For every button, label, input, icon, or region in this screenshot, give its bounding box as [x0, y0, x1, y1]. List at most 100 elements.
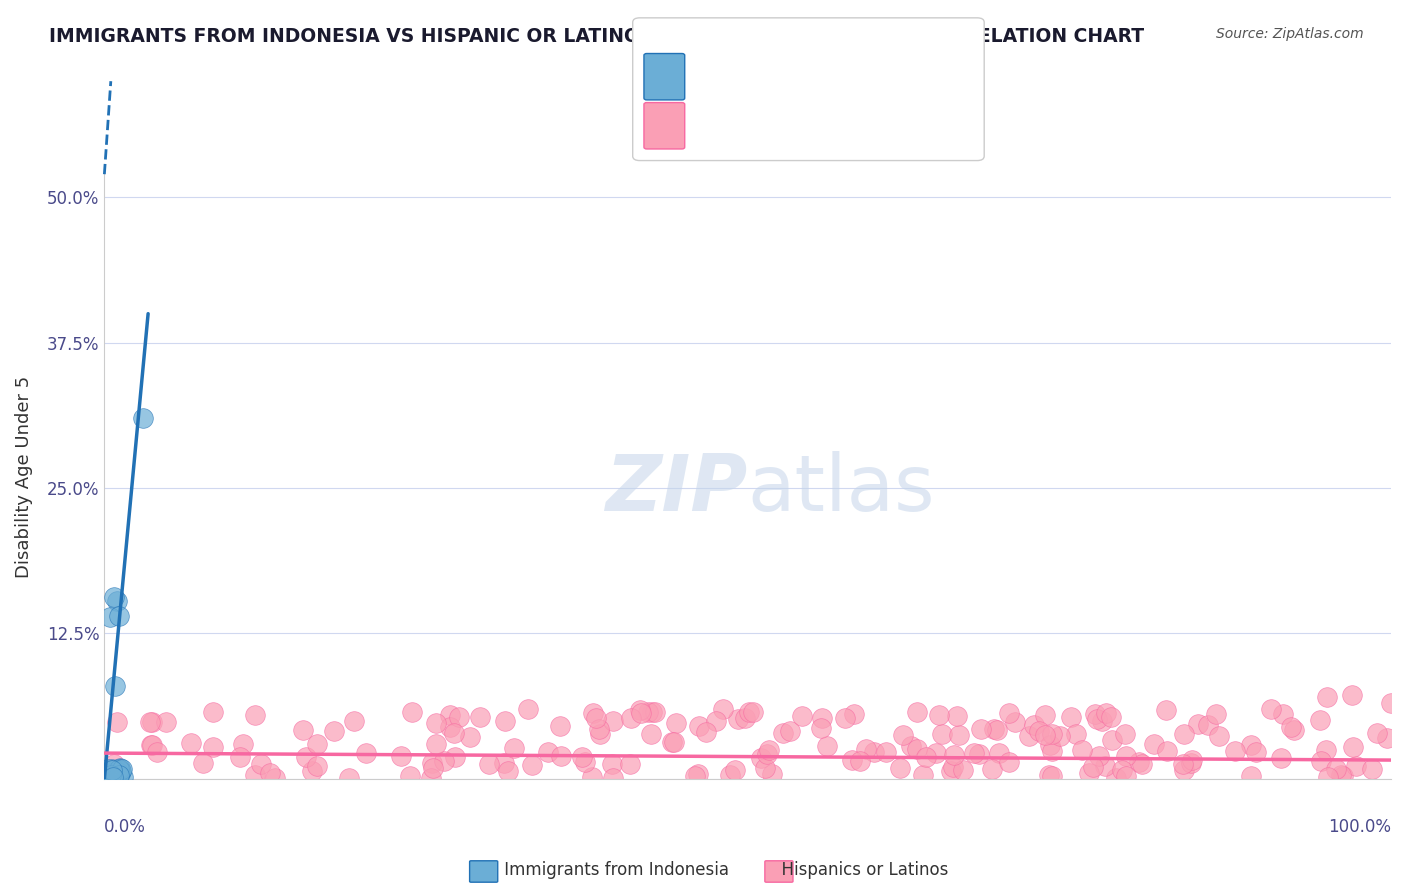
Point: [100, 762, 122, 776]
Point: [988, 746, 1011, 760]
Point: [630, 706, 652, 720]
Point: [323, 724, 346, 739]
Point: [718, 768, 741, 782]
Point: [695, 725, 717, 739]
Point: [478, 757, 501, 772]
Point: [110, 764, 132, 779]
Point: [1022, 718, 1045, 732]
Point: [620, 710, 643, 724]
Point: [548, 719, 571, 733]
Point: [939, 764, 962, 778]
Text: atlas: atlas: [748, 450, 935, 526]
Point: [912, 768, 935, 782]
Point: [1084, 706, 1107, 721]
Point: [1324, 762, 1347, 776]
Point: [354, 746, 377, 760]
Point: [516, 702, 538, 716]
Point: [105, 594, 128, 608]
Point: [399, 769, 422, 783]
Point: [1040, 768, 1063, 782]
Point: [101, 769, 124, 783]
Point: [425, 737, 447, 751]
Point: [139, 738, 162, 752]
Point: [100, 765, 122, 780]
Point: [662, 735, 685, 749]
Point: [619, 756, 641, 771]
Point: [103, 590, 125, 604]
Point: [103, 757, 125, 772]
Point: [1095, 706, 1118, 721]
Point: [443, 725, 465, 739]
Point: [100, 610, 122, 624]
Point: [180, 736, 202, 750]
Point: [155, 715, 177, 730]
Point: [389, 749, 412, 764]
Point: [943, 747, 966, 762]
Point: [243, 768, 266, 782]
Point: [107, 765, 129, 780]
Point: [1344, 759, 1367, 773]
Point: [1038, 768, 1060, 782]
Point: [202, 705, 225, 719]
Point: [585, 711, 607, 725]
Point: [420, 756, 443, 771]
Point: [1156, 744, 1178, 758]
Point: [259, 765, 281, 780]
Point: [422, 761, 444, 775]
Point: [891, 727, 914, 741]
Point: [1187, 716, 1209, 731]
Point: [1240, 738, 1263, 752]
Point: [494, 714, 516, 728]
Point: [970, 722, 993, 736]
Point: [1132, 757, 1154, 772]
Point: [1260, 702, 1282, 716]
Point: [1379, 696, 1402, 710]
Point: [101, 763, 124, 777]
Point: [855, 742, 877, 756]
Text: N =  29: N = 29: [865, 64, 928, 82]
Point: [665, 716, 688, 731]
Point: [588, 722, 610, 736]
Point: [1208, 729, 1230, 743]
Point: [1173, 727, 1195, 741]
Point: [104, 764, 127, 779]
Point: [1114, 727, 1136, 741]
Point: [758, 743, 780, 757]
Point: [602, 756, 624, 771]
Point: [998, 706, 1021, 720]
Point: [928, 708, 950, 723]
Point: [641, 705, 664, 719]
Point: [141, 739, 163, 753]
Point: [589, 727, 612, 741]
Point: [1309, 713, 1331, 727]
Point: [1240, 769, 1263, 783]
Point: [644, 705, 666, 719]
Point: [842, 707, 865, 722]
Point: [1173, 763, 1195, 777]
Point: [685, 769, 707, 783]
Point: [1271, 706, 1294, 721]
Y-axis label: Disability Age Under 5: Disability Age Under 5: [15, 376, 32, 577]
Point: [1060, 709, 1083, 723]
Point: [738, 706, 761, 720]
Point: [292, 723, 315, 737]
Point: [1128, 755, 1150, 769]
Point: [1330, 768, 1353, 782]
Point: [751, 751, 773, 765]
Point: [741, 705, 763, 719]
Point: [108, 768, 131, 782]
Point: [640, 727, 662, 741]
Point: [105, 771, 128, 785]
Text: R = -0.073: R = -0.073: [689, 116, 778, 134]
Point: [1316, 690, 1339, 705]
Point: [1085, 712, 1108, 726]
Point: [761, 767, 783, 781]
Point: [686, 767, 709, 781]
Point: [952, 763, 974, 777]
Text: R =  0.896: R = 0.896: [689, 64, 778, 82]
Point: [1101, 733, 1123, 747]
Point: [900, 739, 922, 753]
Point: [905, 742, 928, 756]
Point: [983, 722, 1005, 736]
Point: [1078, 765, 1101, 780]
